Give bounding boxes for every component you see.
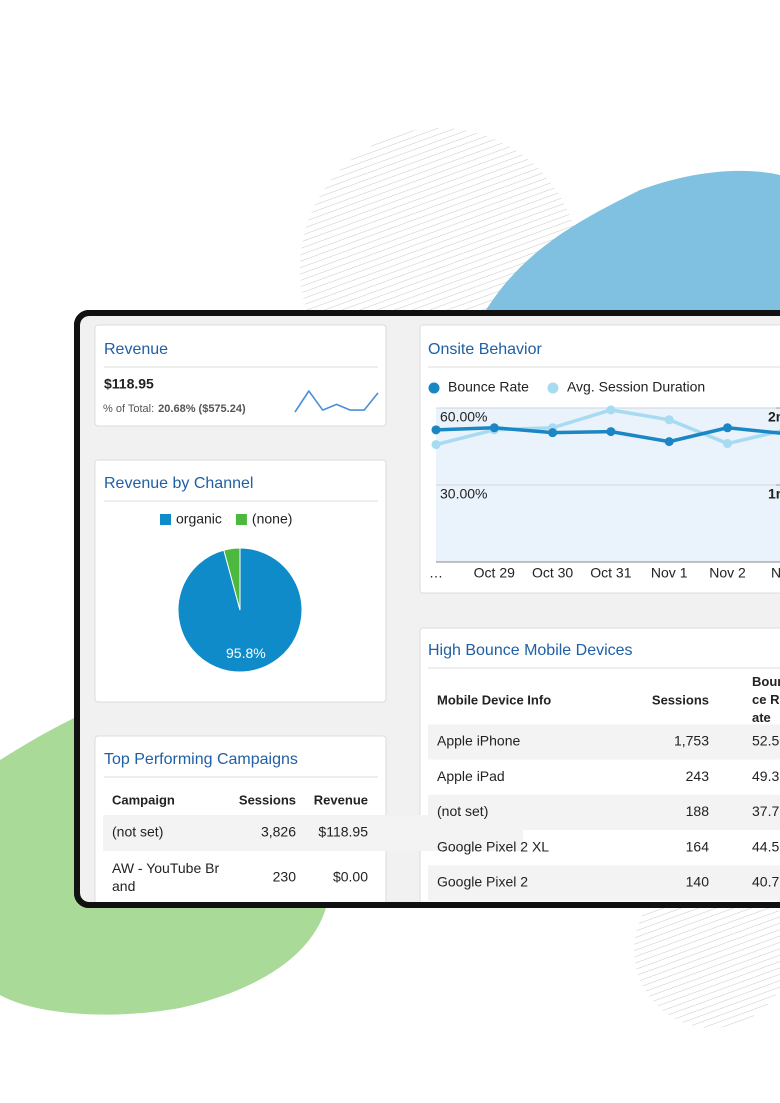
table-cell: AW - YouTube Br and [112,860,219,894]
data-point [664,437,674,447]
pie-slice [223,547,241,611]
table-cell: (not set) [437,803,488,819]
column-header: Bounce Rate [752,674,780,725]
data-point [606,427,616,437]
data-point [548,428,558,438]
table-cell: $118.95 [318,824,368,840]
y2-tick-label: 2m [768,409,780,425]
data-point [723,439,732,449]
card-title: Revenue [104,341,168,358]
table-cell: 164 [686,838,710,854]
legend-marker [547,382,559,394]
table-cell: 44.5 [752,838,779,854]
total-value: 20.68% ($575.24) [158,403,246,415]
x-tick-label: Oct 31 [590,565,631,581]
legend-marker [428,382,440,394]
x-tick-label: N [771,565,780,581]
table-cell: 140 [686,874,710,890]
column-header: Sessions [652,692,709,707]
table-cell: Apple iPhone [437,733,521,749]
column-header: Campaign [112,792,175,807]
data-point [431,425,441,435]
table-cell: 52.5 [752,733,779,749]
table-cell: Apple iPad [437,768,505,784]
slice-label: 95.8% [226,645,266,661]
legend-label: organic [176,511,222,527]
row-stripe [428,794,780,830]
data-point [606,405,616,415]
x-tick-label: Oct 29 [474,565,515,581]
x-tick-label: Nov 1 [651,565,688,581]
table-cell: 230 [273,869,297,885]
table-cell: 37.7 [752,803,779,819]
x-tick-label: Oct 30 [532,565,573,581]
total-label: % of Total: [103,403,154,415]
card-title: Top Performing Campaigns [104,751,298,768]
sparkline [294,390,379,413]
card-title: Onsite Behavior [428,341,543,358]
legend-swatch [235,514,247,525]
data-point [489,423,499,433]
dashboard: Revenue $118.95 % of Total: 20.68% ($575… [94,324,780,903]
device-frame-border [74,310,780,908]
revenue-value: $118.95 [104,376,154,392]
card [94,324,387,427]
y-tick-label: 30.00% [440,486,487,502]
x-tick-label: Nov 2 [709,565,746,581]
card [419,627,780,903]
table-cell: 1,753 [674,733,709,749]
data-point [664,415,674,425]
blue-blob [480,170,780,320]
y2-tick-label: 1m [768,486,780,502]
card-title: Revenue by Channel [104,475,253,492]
column-header: Revenue [314,792,368,807]
table-cell: Google Pixel 2 XL [437,838,549,854]
data-point [431,440,441,450]
y-tick-label: 60.00% [440,409,487,425]
x-tick-label: … [429,565,443,581]
table-cell: 243 [686,768,710,784]
card-title: High Bounce Mobile Devices [428,642,633,659]
table-cell: 40.7 [752,874,779,890]
table-cell: (not set) [112,824,163,840]
table-cell: Google Pixel 2 [437,874,528,890]
table-cell: 188 [686,803,710,819]
table-cell: $0.00 [333,869,368,885]
hatched-circle [634,872,780,1028]
table-cell: 49.3 [752,768,779,784]
column-header: Mobile Device Info [437,692,551,707]
row-stripe [428,865,780,901]
column-header: Sessions [239,792,296,807]
data-point [723,423,732,433]
legend-swatch [160,514,171,525]
table-cell: 3,826 [261,824,296,840]
row-stripe [428,724,780,760]
legend-label: Avg. Session Duration [567,379,705,395]
legend-label: (none) [252,511,292,527]
legend-label: Bounce Rate [448,379,529,395]
